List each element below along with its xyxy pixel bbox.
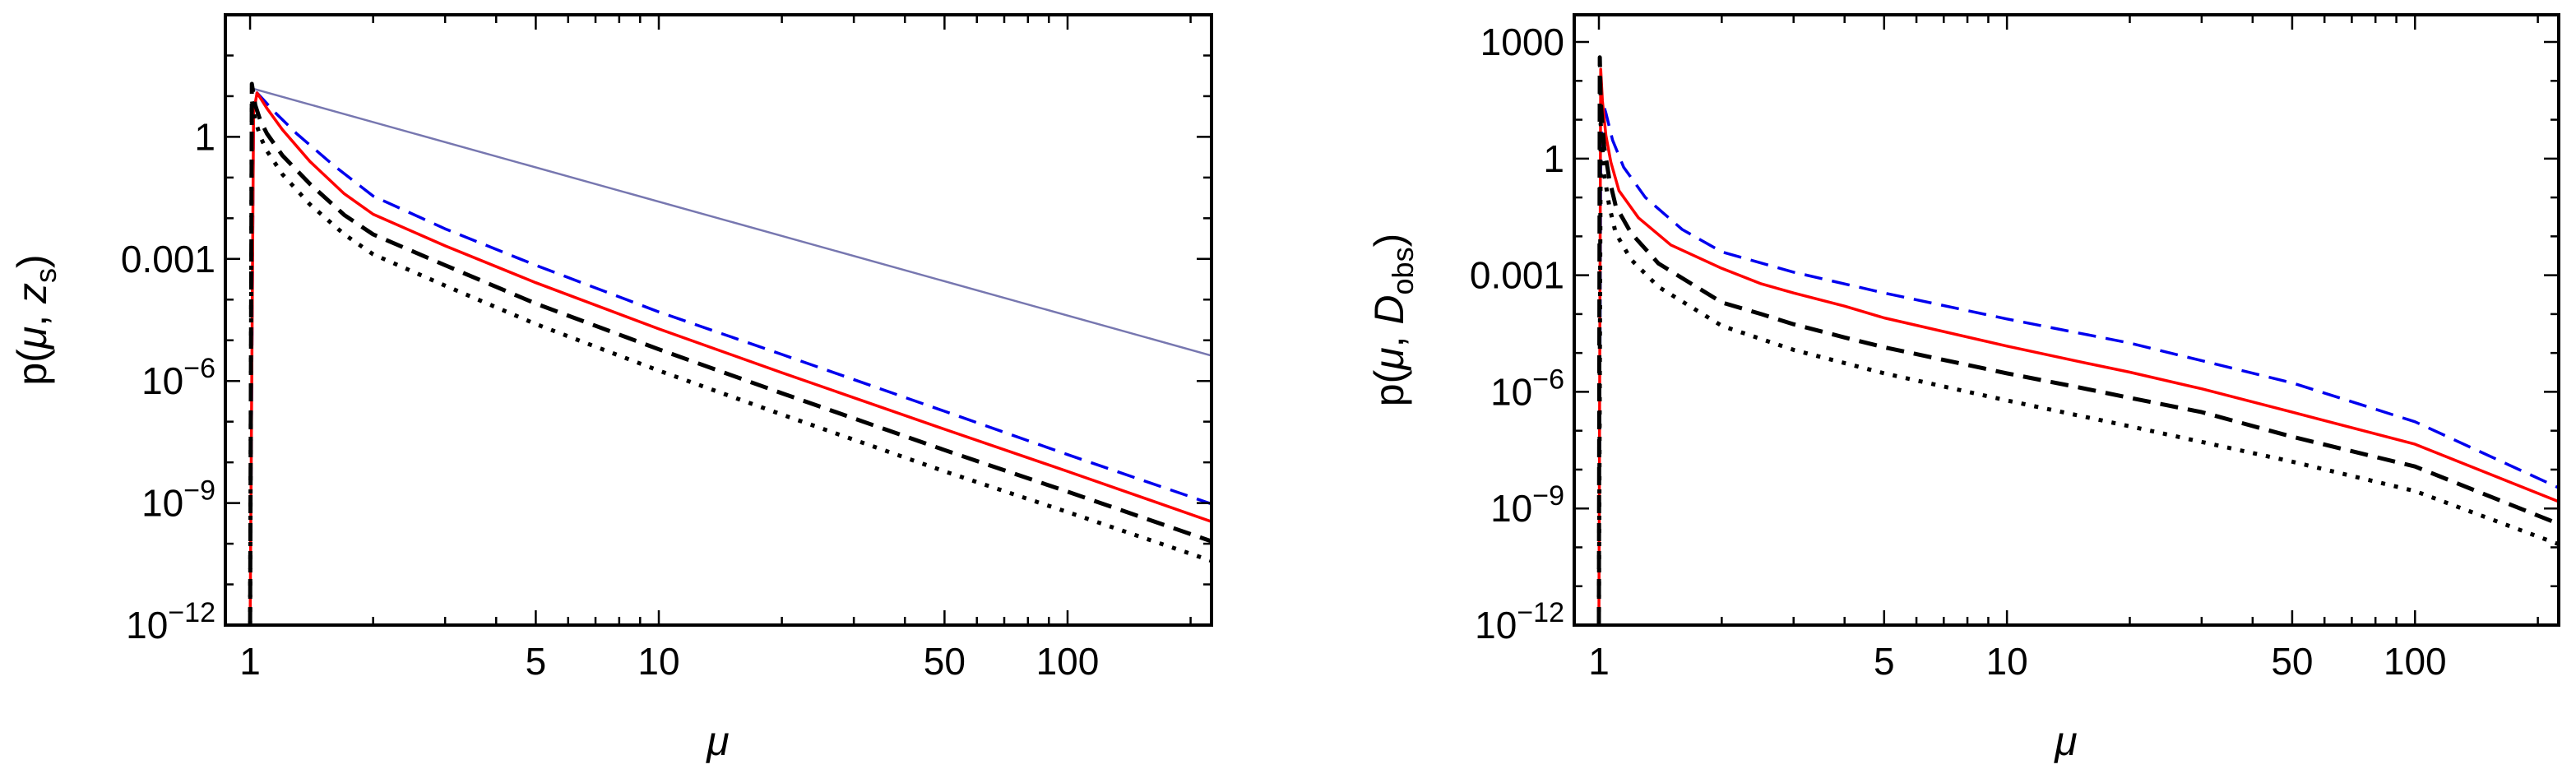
- left-y-ticks: 1 0.001 10−6 10−9 10−12: [121, 13, 1212, 646]
- right-y-tick-label: 1000: [1480, 21, 1564, 63]
- right-y-tick-label: 10−12: [1475, 597, 1564, 646]
- left-x-axis-label: μ: [705, 718, 729, 764]
- right-y-axis-label: p(μ, Dobs): [1366, 234, 1420, 406]
- right-series-red-solid: [1597, 67, 2559, 625]
- right-x-tick-label: 100: [2384, 640, 2447, 683]
- left-x-tick-label: 50: [924, 640, 966, 683]
- left-x-tick-label: 1: [239, 640, 261, 683]
- right-series-black-dashed: [1596, 55, 2559, 625]
- right-y-ticks: 1000 1 0.001 10−6 10−9 10−12: [1470, 21, 2559, 646]
- right-y-tick-label: 10−9: [1490, 480, 1564, 530]
- left-series-power-law-reference: [249, 86, 1212, 357]
- left-y-tick-label: 10−9: [141, 475, 215, 525]
- right-x-ticks: 1 5 10 50 100: [1588, 15, 2539, 683]
- right-x-axis-label: μ: [2053, 718, 2077, 764]
- left-series-layer: [248, 81, 1212, 625]
- left-plot-frame: [224, 13, 1213, 627]
- left-y-tick-label: 10−6: [141, 353, 215, 402]
- right-chart: 1 5 10 50 100 1000 1 0.001 10−6 10−9 10−12 μ p(μ,…: [1366, 13, 2560, 764]
- right-y-tick-label: 10−6: [1490, 364, 1564, 413]
- right-x-tick-label: 10: [1986, 640, 2028, 683]
- left-series-black-dotted: [248, 98, 1212, 625]
- right-plot-frame: [1573, 13, 2560, 627]
- left-x-tick-label: 5: [526, 640, 547, 683]
- left-y-tick-label: 0.001: [121, 238, 215, 280]
- left-series-black-dashed: [248, 81, 1212, 625]
- right-x-tick-label: 1: [1588, 640, 1610, 683]
- right-x-tick-label: 5: [1874, 640, 1895, 683]
- left-x-tick-label: 10: [637, 640, 679, 683]
- left-chart: 1 5 10 50 100 1 0.001 10−6 10−9 10−12 μ p(μ, zs): [9, 13, 1213, 764]
- right-series-layer: [1596, 55, 2559, 625]
- right-x-tick-label: 50: [2271, 640, 2313, 683]
- left-y-tick-label: 1: [194, 115, 215, 158]
- right-y-tick-label: 0.001: [1470, 254, 1564, 297]
- left-x-tick-label: 100: [1036, 640, 1100, 683]
- left-x-ticks: 1 5 10 50 100: [239, 15, 1192, 683]
- right-series-black-dotted: [1596, 121, 2559, 625]
- left-y-axis-label: p(μ, zs): [9, 254, 63, 385]
- right-series-blue-dashed: [1597, 100, 2559, 625]
- left-y-tick-label: 10−12: [126, 597, 215, 646]
- left-series-red-solid: [248, 91, 1212, 625]
- left-series-blue-dashed: [248, 91, 1212, 625]
- right-y-tick-label: 1: [1543, 137, 1564, 180]
